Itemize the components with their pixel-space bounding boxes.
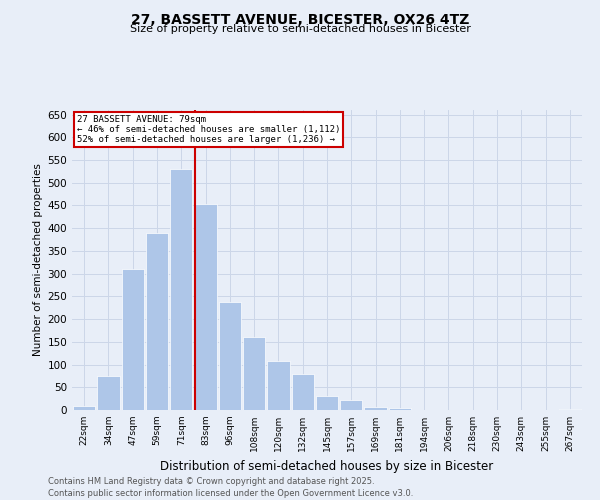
Text: 27 BASSETT AVENUE: 79sqm
← 46% of semi-detached houses are smaller (1,112)
52% o: 27 BASSETT AVENUE: 79sqm ← 46% of semi-d… [77,114,340,144]
Bar [97,376,119,410]
Text: Contains HM Land Registry data © Crown copyright and database right 2025.
Contai: Contains HM Land Registry data © Crown c… [48,476,413,498]
X-axis label: Distribution of semi-detached houses by size in Bicester: Distribution of semi-detached houses by … [160,460,494,472]
Bar [559,408,581,410]
Bar [389,408,411,410]
Bar [194,204,217,410]
Bar [73,406,95,410]
Text: Size of property relative to semi-detached houses in Bicester: Size of property relative to semi-detach… [130,24,470,34]
Y-axis label: Number of semi-detached properties: Number of semi-detached properties [33,164,43,356]
Bar [316,396,338,410]
Bar [146,232,168,410]
Bar [218,302,241,410]
Bar [340,400,362,410]
Bar [364,407,387,410]
Bar [292,374,314,410]
Bar [267,361,290,410]
Bar [243,338,265,410]
Text: 27, BASSETT AVENUE, BICESTER, OX26 4TZ: 27, BASSETT AVENUE, BICESTER, OX26 4TZ [131,12,469,26]
Bar [122,269,144,410]
Bar [170,169,193,410]
